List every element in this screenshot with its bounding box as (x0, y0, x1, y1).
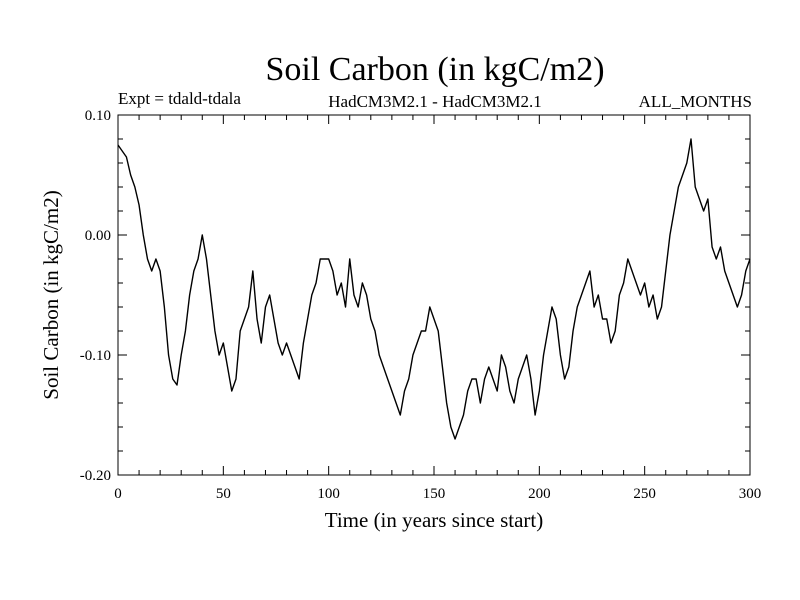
x-tick-label: 150 (423, 486, 446, 502)
x-tick-label: 50 (216, 486, 231, 502)
y-tick-labels: 0.10 0.00 -0.10 -0.20 (80, 108, 111, 484)
plot-frame (117, 114, 751, 476)
y-tick-label: -0.20 (80, 468, 111, 484)
y-tick-label: 0.10 (85, 108, 111, 124)
y-tick-label: -0.10 (80, 348, 111, 364)
y-tick-label: 0.00 (85, 228, 111, 244)
subtitle-expt: Expt = tdald-tdala (118, 89, 241, 108)
subtitle-models: HadCM3M2.1 - HadCM3M2.1 (328, 92, 541, 111)
x-tick-label: 250 (633, 486, 656, 502)
series-line (117, 138, 751, 440)
x-tick-label: 200 (528, 486, 551, 502)
x-tick-labels: 0 50 100 150 200 250 300 (114, 486, 761, 502)
y-axis-label: Soil Carbon (in kgC/m2) (39, 190, 63, 399)
subtitle-months: ALL_MONTHS (639, 92, 752, 111)
x-tick-label: 300 (739, 486, 762, 502)
axis-ticks (117, 114, 751, 476)
x-axis-label: Time (in years since start) (325, 508, 544, 532)
x-tick-label: 100 (317, 486, 340, 502)
x-tick-label: 0 (114, 486, 122, 502)
chart-title: Soil Carbon (in kgC/m2) (265, 51, 604, 88)
